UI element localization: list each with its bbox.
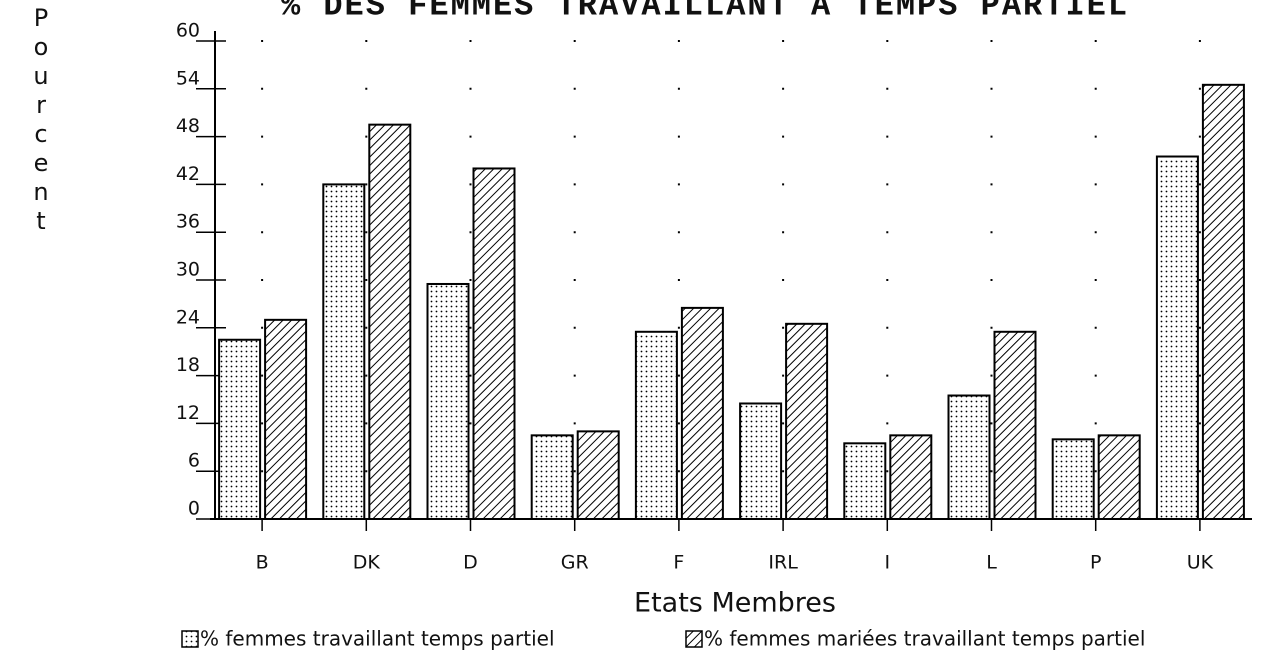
x-tick-label: L bbox=[986, 552, 997, 574]
x-tick-label: UK bbox=[1187, 552, 1214, 574]
bar bbox=[843, 442, 887, 521]
x-tick-label: IRL bbox=[768, 552, 798, 574]
y-tick-label: 6 bbox=[188, 450, 200, 472]
bar bbox=[739, 402, 783, 521]
bar bbox=[889, 434, 933, 521]
y-tick-label: 12 bbox=[176, 402, 200, 424]
bar bbox=[426, 282, 470, 520]
y-tick-label: 60 bbox=[176, 20, 200, 42]
bar bbox=[785, 322, 829, 521]
bar bbox=[634, 330, 678, 520]
y-axis-label-text: Pourcent bbox=[27, 4, 55, 236]
bar bbox=[993, 330, 1037, 520]
bar bbox=[322, 183, 366, 520]
x-tick-label: F bbox=[673, 552, 684, 574]
bar bbox=[576, 430, 620, 520]
y-tick-label: 36 bbox=[176, 211, 200, 233]
chart-title: % DES FEMMES TRAVAILLANT A TEMPS PARTIEL bbox=[281, 0, 1129, 24]
bar bbox=[218, 338, 262, 520]
bar bbox=[368, 123, 412, 521]
bar bbox=[680, 306, 724, 520]
legend-label: % femmes mariées travaillant temps parti… bbox=[704, 627, 1145, 651]
legend-swatch bbox=[685, 630, 703, 648]
y-tick-label: 24 bbox=[176, 306, 200, 328]
legend-swatch bbox=[181, 630, 199, 648]
x-tick-label: DK bbox=[353, 552, 381, 574]
bar bbox=[947, 394, 991, 520]
bar bbox=[1051, 438, 1095, 521]
x-tick-label: GR bbox=[561, 552, 589, 574]
bar bbox=[530, 434, 574, 521]
x-tick-label: P bbox=[1090, 552, 1101, 574]
y-tick-label: 48 bbox=[176, 115, 200, 137]
x-tick-label: I bbox=[884, 552, 890, 574]
y-tick-label: 54 bbox=[176, 67, 200, 89]
y-axis-label: Pourcent bbox=[27, 4, 55, 236]
x-tick-label: B bbox=[256, 552, 269, 574]
legend-label: % femmes travaillant temps partiel bbox=[200, 627, 555, 651]
bar bbox=[1097, 434, 1141, 521]
x-tick-label: D bbox=[463, 552, 478, 574]
bar bbox=[1201, 83, 1245, 520]
y-tick-label: 30 bbox=[176, 259, 200, 281]
y-tick-label: 42 bbox=[176, 163, 200, 185]
bar bbox=[472, 167, 516, 520]
bar bbox=[1155, 155, 1199, 520]
y-tick-label: 0 bbox=[188, 498, 200, 520]
x-axis-label: Etats Membres bbox=[634, 588, 836, 619]
bar bbox=[264, 318, 308, 521]
y-tick-label: 18 bbox=[176, 354, 200, 376]
